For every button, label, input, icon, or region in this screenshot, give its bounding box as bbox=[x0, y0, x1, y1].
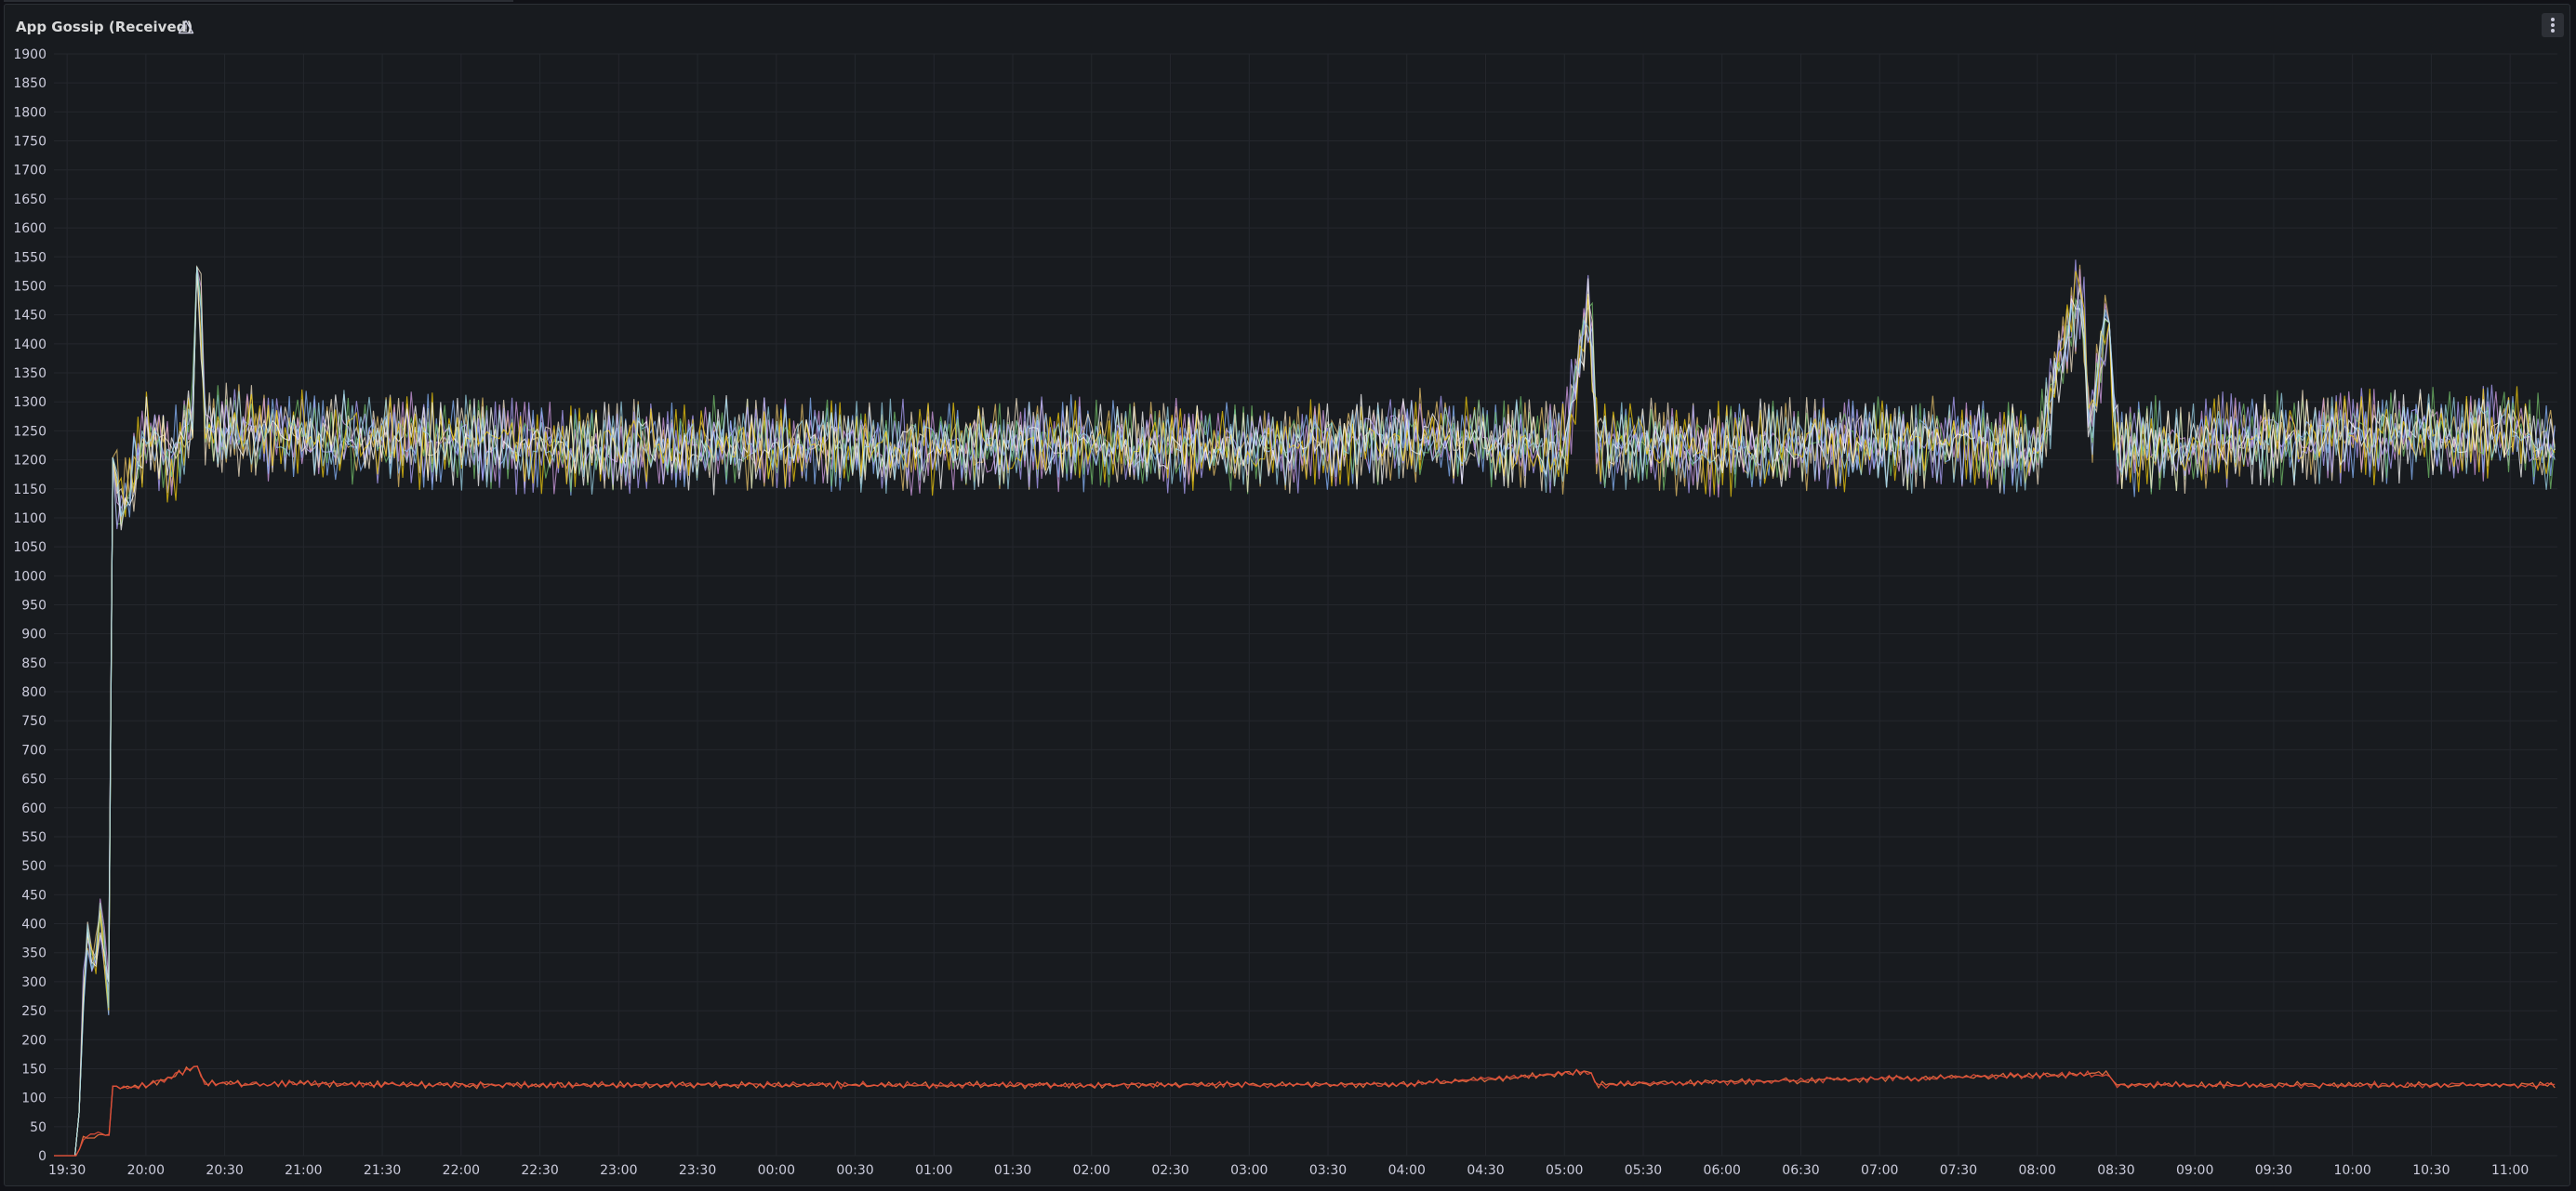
series-layer bbox=[54, 259, 2556, 1157]
x-tick-label: 06:00 bbox=[1704, 1163, 1741, 1178]
y-tick-label: 1400 bbox=[13, 337, 46, 352]
panel-menu-button[interactable] bbox=[2542, 13, 2564, 37]
y-tick-label: 1600 bbox=[13, 221, 46, 236]
y-tick-label: 150 bbox=[21, 1062, 46, 1077]
x-tick-label: 20:30 bbox=[206, 1163, 243, 1178]
series-line-high-9 bbox=[54, 266, 2556, 1157]
more-vertical-icon bbox=[2551, 18, 2555, 21]
y-tick-label: 1000 bbox=[13, 569, 46, 584]
grid bbox=[54, 53, 2557, 1157]
warning-triangle-icon[interactable] bbox=[178, 20, 194, 34]
y-tick-label: 350 bbox=[21, 946, 46, 961]
y-tick-label: 750 bbox=[21, 714, 46, 729]
series-line-high-6 bbox=[54, 259, 2556, 1157]
y-tick-label: 1700 bbox=[13, 164, 46, 179]
series-line-high-4 bbox=[54, 266, 2556, 1157]
x-tick-label: 08:00 bbox=[2019, 1163, 2056, 1178]
y-tick-label: 1300 bbox=[13, 395, 46, 410]
series-line-low-2 bbox=[54, 1065, 2556, 1157]
y-tick-label: 300 bbox=[21, 975, 46, 990]
x-tick-label: 03:00 bbox=[1230, 1163, 1268, 1178]
y-tick-label: 950 bbox=[21, 599, 46, 614]
y-tick-label: 550 bbox=[21, 830, 46, 845]
y-tick-label: 1900 bbox=[13, 47, 46, 62]
x-tick-label: 02:00 bbox=[1073, 1163, 1110, 1178]
series-line-high-2 bbox=[54, 266, 2556, 1157]
x-tick-label: 06:30 bbox=[1782, 1163, 1819, 1178]
x-tick-label: 09:00 bbox=[2176, 1163, 2213, 1178]
x-tick-label: 10:00 bbox=[2333, 1163, 2370, 1178]
series-line-high-7 bbox=[54, 266, 2556, 1157]
y-tick-label: 1800 bbox=[13, 105, 46, 120]
y-tick-label: 800 bbox=[21, 685, 46, 700]
x-tick-label: 19:30 bbox=[48, 1163, 86, 1178]
x-tick-label: 04:00 bbox=[1388, 1163, 1426, 1178]
y-tick-label: 1450 bbox=[13, 309, 46, 324]
x-tick-label: 03:30 bbox=[1309, 1163, 1347, 1178]
x-tick-label: 11:00 bbox=[2491, 1163, 2529, 1178]
x-tick-label: 00:00 bbox=[758, 1163, 795, 1178]
y-tick-label: 0 bbox=[38, 1149, 46, 1164]
y-tick-label: 650 bbox=[21, 773, 46, 787]
y-tick-label: 1200 bbox=[13, 454, 46, 469]
x-tick-label: 22:30 bbox=[521, 1163, 558, 1178]
y-tick-label: 500 bbox=[21, 859, 46, 874]
y-tick-label: 1500 bbox=[13, 279, 46, 294]
x-tick-label: 01:30 bbox=[994, 1163, 1031, 1178]
y-tick-label: 1050 bbox=[13, 540, 46, 555]
y-tick-label: 1750 bbox=[13, 135, 46, 150]
y-tick-label: 700 bbox=[21, 743, 46, 758]
x-axis: 19:30 20:00 20:30 21:00 21:30 22:00 22:30 23:00… bbox=[48, 1163, 2529, 1178]
x-tick-label: 02:30 bbox=[1151, 1163, 1188, 1178]
y-tick-label: 1150 bbox=[13, 483, 46, 497]
y-tick-label: 1100 bbox=[13, 511, 46, 526]
x-tick-label: 10:30 bbox=[2412, 1163, 2450, 1178]
y-axis: 0 50 100 150 200 250 300 350 400 450 500 550 600 650 7… bbox=[13, 47, 46, 1164]
series-line-high-5 bbox=[54, 265, 2556, 1157]
series-line-high-8 bbox=[54, 266, 2556, 1157]
x-tick-label: 04:30 bbox=[1467, 1163, 1504, 1178]
menu-dot bbox=[2551, 29, 2555, 33]
y-tick-label: 1550 bbox=[13, 250, 46, 265]
y-tick-label: 1850 bbox=[13, 76, 46, 91]
graph-panel: App Gossip (Received) bbox=[4, 4, 2570, 1186]
x-tick-label: 00:30 bbox=[836, 1163, 873, 1178]
x-tick-label: 22:00 bbox=[443, 1163, 480, 1178]
y-tick-label: 50 bbox=[30, 1120, 46, 1135]
y-tick-label: 600 bbox=[21, 801, 46, 816]
x-tick-label: 01:00 bbox=[915, 1163, 952, 1178]
series-line-low-1 bbox=[54, 1065, 2556, 1157]
x-tick-label: 05:00 bbox=[1546, 1163, 1583, 1178]
x-tick-label: 21:00 bbox=[285, 1163, 322, 1178]
x-tick-label: 21:30 bbox=[364, 1163, 401, 1178]
y-tick-label: 200 bbox=[21, 1033, 46, 1048]
y-tick-label: 400 bbox=[21, 918, 46, 933]
x-tick-label: 23:00 bbox=[600, 1163, 637, 1178]
x-tick-label: 07:00 bbox=[1861, 1163, 1898, 1178]
panel-title[interactable]: App Gossip (Received) bbox=[16, 19, 193, 35]
x-tick-label: 07:30 bbox=[1940, 1163, 1977, 1178]
x-tick-label: 08:30 bbox=[2097, 1163, 2134, 1178]
y-tick-label: 900 bbox=[21, 628, 46, 642]
top-edge-strip bbox=[4, 0, 513, 2]
x-tick-label: 23:30 bbox=[679, 1163, 716, 1178]
menu-dot bbox=[2551, 23, 2555, 27]
panel-header[interactable]: App Gossip (Received) bbox=[5, 5, 2569, 46]
x-tick-label: 20:00 bbox=[127, 1163, 165, 1178]
series-line-high-3 bbox=[54, 266, 2556, 1157]
y-tick-label: 850 bbox=[21, 656, 46, 671]
x-tick-label: 09:30 bbox=[2255, 1163, 2292, 1178]
y-tick-label: 450 bbox=[21, 888, 46, 903]
series-line-high-1 bbox=[54, 264, 2556, 1157]
x-tick-label: 05:30 bbox=[1625, 1163, 1662, 1178]
y-tick-label: 1350 bbox=[13, 366, 46, 381]
y-tick-label: 1650 bbox=[13, 192, 46, 207]
y-tick-label: 1250 bbox=[13, 424, 46, 439]
y-tick-label: 250 bbox=[21, 1004, 46, 1019]
y-tick-label: 100 bbox=[21, 1092, 46, 1106]
